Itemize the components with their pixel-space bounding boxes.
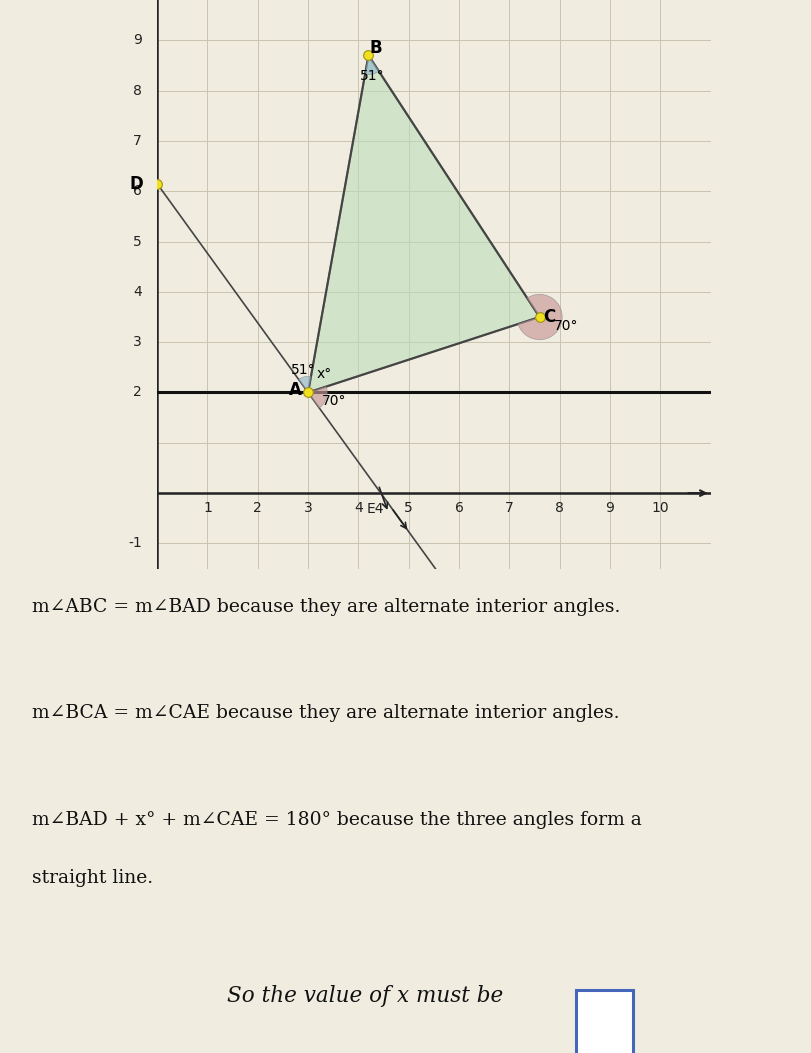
Text: 4: 4 <box>133 285 142 299</box>
Wedge shape <box>298 376 311 393</box>
Text: 6: 6 <box>455 500 463 515</box>
Text: 7: 7 <box>133 134 142 147</box>
Text: 3: 3 <box>303 500 312 515</box>
Text: -1: -1 <box>128 536 142 551</box>
Text: E4: E4 <box>367 502 384 516</box>
Text: 7: 7 <box>505 500 513 515</box>
Text: m∠BCA = m∠CAE because they are alternate interior angles.: m∠BCA = m∠CAE because they are alternate… <box>32 704 620 722</box>
Wedge shape <box>365 56 379 75</box>
Text: 6: 6 <box>133 184 142 198</box>
Text: x°: x° <box>316 367 332 381</box>
Wedge shape <box>518 295 562 340</box>
Polygon shape <box>308 56 539 393</box>
Text: 10: 10 <box>651 500 669 515</box>
Text: 9: 9 <box>606 500 615 515</box>
Text: straight line.: straight line. <box>32 869 153 887</box>
Text: 70°: 70° <box>553 319 578 333</box>
Text: 9: 9 <box>133 34 142 47</box>
Text: So the value of x must be: So the value of x must be <box>227 986 504 1007</box>
Text: C: C <box>543 309 556 326</box>
Text: 51°: 51° <box>290 363 315 377</box>
Text: m∠ABC = m∠BAD because they are alternate interior angles.: m∠ABC = m∠BAD because they are alternate… <box>32 598 620 616</box>
Text: 3: 3 <box>133 335 142 350</box>
Text: 4: 4 <box>354 500 363 515</box>
Text: 2: 2 <box>133 385 142 399</box>
FancyBboxPatch shape <box>576 990 633 1053</box>
Wedge shape <box>308 386 327 408</box>
Text: 2: 2 <box>253 500 262 515</box>
Text: 8: 8 <box>133 83 142 98</box>
Text: 5: 5 <box>405 500 413 515</box>
Text: 1: 1 <box>203 500 212 515</box>
Text: 5: 5 <box>133 235 142 249</box>
Text: A: A <box>289 381 302 399</box>
Text: 70°: 70° <box>322 394 346 409</box>
Text: 51°: 51° <box>360 69 385 83</box>
Text: B: B <box>370 39 382 57</box>
Text: m∠BAD + x° + m∠CAE = 180° because the three angles form a: m∠BAD + x° + m∠CAE = 180° because the th… <box>32 811 642 829</box>
Text: 8: 8 <box>556 500 564 515</box>
Text: D: D <box>129 175 143 193</box>
